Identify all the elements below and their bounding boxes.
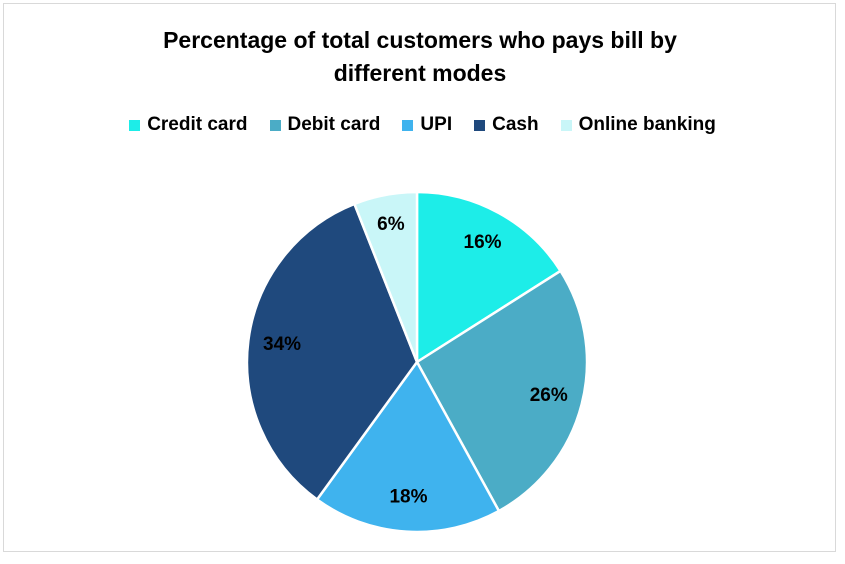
legend-label: UPI — [420, 114, 453, 135]
data-label: 6% — [377, 214, 405, 235]
pie-slice — [315, 359, 501, 534]
pie-slice — [415, 269, 589, 513]
legend-swatch — [129, 119, 141, 131]
data-label: 26% — [530, 385, 568, 406]
chart-frame — [3, 3, 836, 552]
legend-item: Cash — [474, 114, 539, 136]
legend-label: Online banking — [578, 114, 716, 135]
legend-item: Online banking — [560, 114, 716, 136]
pie-slice — [352, 190, 419, 363]
legend-label: Cash — [492, 114, 539, 135]
data-label: 18% — [389, 487, 427, 508]
legend-swatch — [402, 119, 414, 131]
legend-swatch — [474, 119, 486, 131]
legend-item: UPI — [402, 114, 452, 136]
legend-item: Debit card — [269, 114, 381, 136]
legend-swatch — [560, 119, 572, 131]
data-label: 34% — [263, 334, 301, 355]
legend-swatch — [269, 119, 281, 131]
pie-slice — [245, 202, 419, 502]
pie-slice — [415, 190, 563, 365]
chart-title: Percentage of total customers who pays b… — [163, 27, 677, 86]
legend: Credit card Debit card UPI Cash Online banki… — [0, 114, 845, 136]
legend-item: Credit card — [129, 114, 248, 136]
data-label: 16% — [464, 232, 502, 253]
legend-label: Credit card — [147, 114, 248, 135]
legend-label: Debit card — [287, 114, 381, 135]
